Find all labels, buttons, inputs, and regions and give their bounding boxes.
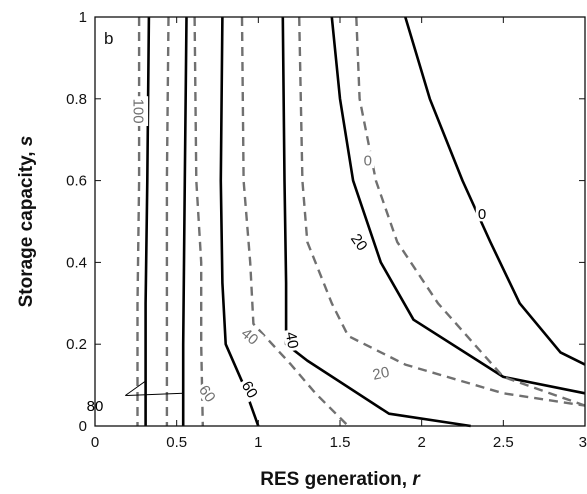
- x-axis-title: RES generation, r: [260, 469, 421, 490]
- contour-label-background: [282, 328, 304, 352]
- y-axis-title-text: Storage capacity,: [16, 146, 37, 307]
- contour-label: 100: [130, 99, 147, 124]
- panel-label: b: [104, 29, 113, 48]
- contour-label-background: [475, 204, 489, 222]
- x-tick-label: 1.5: [330, 434, 351, 451]
- contour-label: 40: [282, 331, 302, 350]
- contour-label-group: 40: [282, 328, 304, 352]
- x-axis-ticks: 0 0.5 1 1.5 2 2.5 3: [91, 17, 587, 451]
- dashed-contour-0: [355, 16, 586, 407]
- dashed-contour-80: [165, 16, 170, 426]
- y-tick-label: 0: [79, 418, 87, 435]
- contour-label-group: 100: [130, 96, 149, 126]
- y-axis-title-variable: s: [16, 136, 37, 147]
- solid-contour-0: [404, 16, 586, 366]
- contour-label-group: 0: [475, 204, 489, 223]
- contour-label-leaders: [125, 380, 184, 397]
- x-tick-label: 2: [417, 434, 425, 451]
- x-tick-label: 1: [254, 434, 262, 451]
- contour-label-background: [361, 151, 375, 169]
- contour-label-group: 0: [361, 151, 375, 170]
- dashed-contour-60: [193, 16, 204, 427]
- y-axis-ticks: 0 0.2 0.4 0.6 0.8 1: [66, 9, 585, 435]
- dashed-contour-40: [240, 16, 350, 427]
- x-axis-title-text: RES generation,: [260, 469, 412, 490]
- x-tick-label: 0: [91, 434, 99, 451]
- x-axis-title-variable: r: [412, 469, 421, 490]
- contour-label-group: 60: [195, 379, 222, 407]
- contour-80-leader-2: [125, 392, 184, 397]
- y-tick-label: 0.6: [66, 173, 87, 190]
- solid-contour-20: [330, 16, 586, 395]
- contour-label-background: [195, 379, 222, 407]
- y-tick-label: 0.4: [66, 254, 87, 271]
- contour-label-background: [131, 96, 149, 126]
- x-tick-label: 0.5: [166, 434, 187, 451]
- contour-label-background: [346, 228, 374, 256]
- contour-label: 60: [238, 378, 261, 401]
- contour-label: 0: [364, 153, 372, 170]
- contour-label-background: [236, 322, 265, 349]
- y-axis-title: Storage capacity, s: [16, 136, 37, 308]
- y-tick-label: 0.2: [66, 336, 87, 353]
- contour-label: 20: [347, 231, 370, 254]
- solid-contour-lines: [144, 16, 586, 428]
- y-tick-label: 0.8: [66, 91, 87, 108]
- contour-label-group: 20: [368, 361, 393, 384]
- y-tick-label: 1: [79, 9, 87, 26]
- x-tick-label: 3: [579, 434, 587, 451]
- contour-label-background: [368, 361, 393, 383]
- contour-label-group: 40: [236, 322, 265, 349]
- contour-label-group: 60: [237, 375, 264, 403]
- contour-label: 60: [195, 382, 218, 405]
- solid-contour-80: [181, 16, 188, 426]
- dashed-contour-20: [298, 16, 586, 407]
- contour-label: 0: [478, 206, 486, 223]
- contour-label-background: [237, 375, 264, 403]
- contour-label-group: 20: [346, 228, 374, 256]
- contour-label: 20: [371, 364, 391, 384]
- contour-80-leader-1: [125, 380, 146, 396]
- x-tick-label: 2.5: [493, 434, 514, 451]
